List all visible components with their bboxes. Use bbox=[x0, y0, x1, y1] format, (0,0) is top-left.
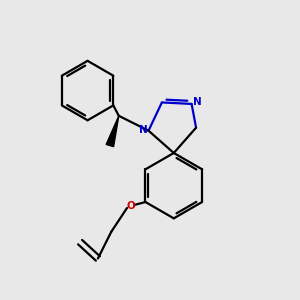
Text: O: O bbox=[126, 202, 135, 212]
Text: N: N bbox=[139, 125, 148, 135]
Polygon shape bbox=[106, 116, 119, 147]
Text: N: N bbox=[193, 98, 201, 107]
